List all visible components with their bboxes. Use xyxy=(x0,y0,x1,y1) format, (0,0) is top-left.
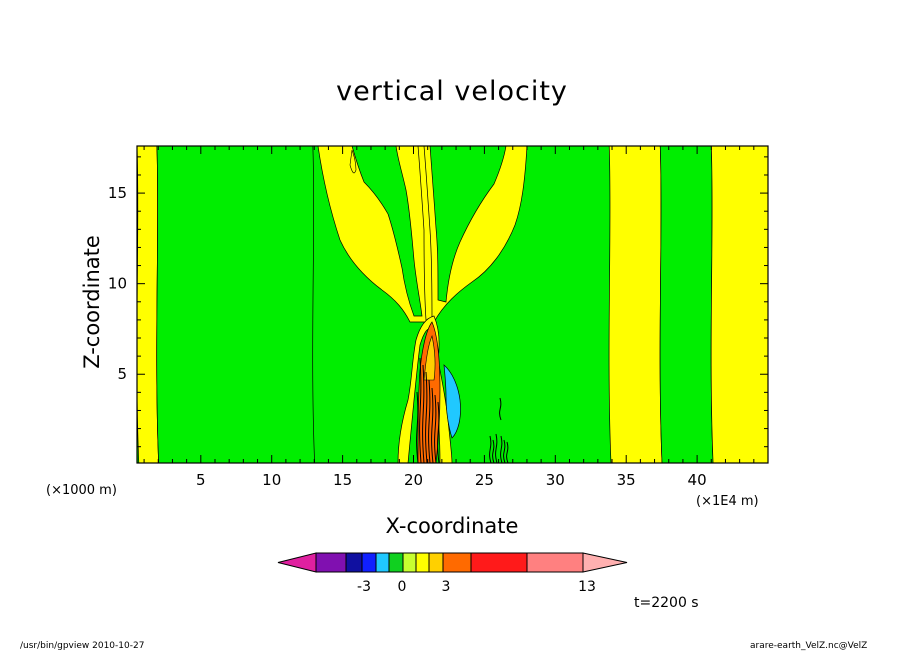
updraft-gold-patch xyxy=(423,335,436,381)
chart-title: vertical velocity xyxy=(336,76,568,107)
colorbar-arrow-high xyxy=(582,552,628,573)
y-tick-label: 5 xyxy=(117,365,127,383)
turbulence-line xyxy=(489,435,492,463)
colorbar-label: 0 xyxy=(398,579,407,595)
plume-green-inner-right xyxy=(429,146,507,303)
colorbar-label: 13 xyxy=(578,579,596,595)
colorbar-swatch xyxy=(428,552,444,573)
x-tick-label: 5 xyxy=(196,471,206,489)
x-tick-label: 15 xyxy=(333,471,352,489)
colorbar-swatch xyxy=(526,552,584,573)
turbulence-line xyxy=(495,433,498,463)
footer-right: arare-earth_VelZ.nc@VelZ xyxy=(750,641,868,651)
x-unit-right: (×1E4 m) xyxy=(696,494,759,509)
band-green-3 xyxy=(659,146,714,463)
band-yellow-2 xyxy=(608,146,663,463)
colorbar-swatch xyxy=(402,552,417,573)
band-green-1 xyxy=(156,146,315,463)
x-axis-label: X-coordinate xyxy=(385,514,519,538)
x-unit-left: (×1000 m) xyxy=(46,483,117,498)
bands-layer xyxy=(137,146,768,463)
colorbar-swatch xyxy=(388,552,404,573)
turbulence-line xyxy=(431,387,434,463)
colorbar-swatch xyxy=(315,552,347,573)
turbulence-lines xyxy=(416,357,509,463)
x-tick-label: 30 xyxy=(546,471,565,489)
colorbar-swatch xyxy=(375,552,390,573)
colorbar-swatch xyxy=(415,552,430,573)
x-tick-label: 25 xyxy=(475,471,494,489)
footer-left: /usr/bin/gpview 2010-10-27 xyxy=(20,641,145,651)
turbulence-line xyxy=(506,441,509,463)
x-tick-label: 35 xyxy=(617,471,636,489)
axes-layer: 5 10 15 20 25 30 35 40 5 10 15 xyxy=(108,146,769,489)
x-tick-label: 40 xyxy=(688,471,707,489)
turbulence-line xyxy=(425,371,428,463)
colorbar-swatch xyxy=(361,552,377,573)
plot-frame xyxy=(136,145,769,464)
plume-green-inner-left xyxy=(351,146,423,317)
turbulence-line xyxy=(434,394,437,463)
turbulence-line xyxy=(419,357,422,463)
y-tick-label: 10 xyxy=(108,275,127,293)
colorbar-label: -3 xyxy=(357,579,371,595)
colorbar-swatch xyxy=(345,552,363,573)
turbulence-line xyxy=(428,379,431,463)
colorbar: -3 0 3 13 xyxy=(277,552,628,595)
colorbar-swatch xyxy=(470,552,528,573)
x-tick-label: 20 xyxy=(404,471,423,489)
time-label: t=2200 s xyxy=(634,595,699,611)
x-tick-label: 10 xyxy=(262,471,281,489)
turbulence-line xyxy=(416,391,419,463)
turbulence-line xyxy=(422,364,425,463)
colorbar-label: 3 xyxy=(442,579,451,595)
turbulence-line xyxy=(499,397,502,421)
plot-area xyxy=(137,146,768,463)
turbulence-line xyxy=(492,439,495,463)
colorbar-arrow-low xyxy=(277,552,317,573)
plume-small-patch xyxy=(349,149,357,174)
turbulence-line xyxy=(503,439,506,463)
turbulence-line xyxy=(500,435,503,463)
colorbar-swatch xyxy=(442,552,472,573)
y-tick-label: 15 xyxy=(108,184,127,202)
downdraft-blue-patch xyxy=(443,364,461,439)
band-yellow-4 xyxy=(710,146,768,463)
turbulence-line xyxy=(437,401,440,463)
